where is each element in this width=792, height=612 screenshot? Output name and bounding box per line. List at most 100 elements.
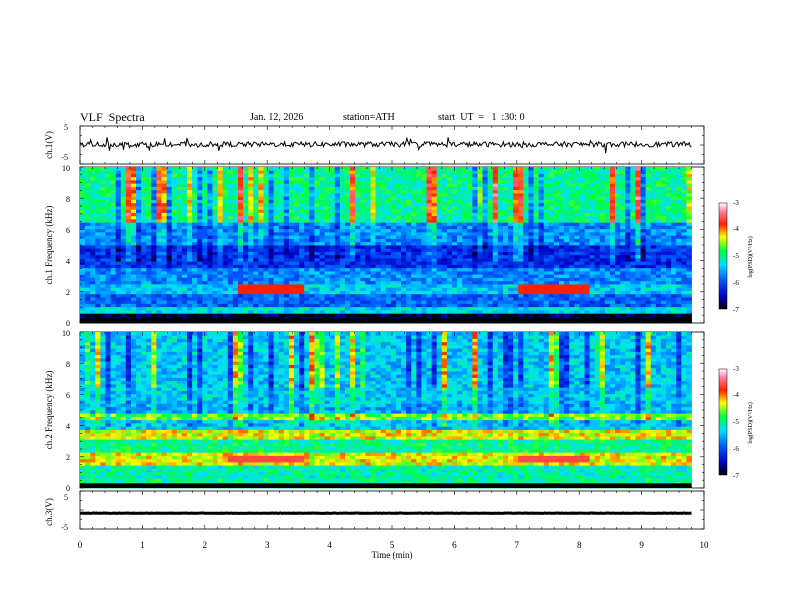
spectrogram-cell — [426, 245, 433, 249]
spectrogram-cell — [314, 261, 320, 265]
spectrogram-cell — [334, 202, 341, 207]
spectrogram-cell — [350, 222, 356, 226]
spectrogram-cell — [513, 193, 519, 197]
spectrogram-cell — [227, 264, 234, 269]
spectrogram-cell — [314, 206, 320, 210]
spectrogram-cell — [197, 180, 203, 184]
spectrogram-cell — [217, 245, 224, 249]
spectrogram-cell — [232, 287, 239, 291]
spectrogram-cell — [579, 202, 585, 207]
spectrogram-cell — [538, 251, 545, 256]
spectrogram-cell — [502, 254, 509, 259]
spectrogram-cell — [482, 215, 489, 220]
spectrogram-cell — [110, 264, 117, 269]
spectrogram-cell — [324, 167, 331, 171]
spectrogram-cell — [421, 303, 427, 308]
spectrogram-cell — [248, 189, 254, 194]
spectrogram-cell — [166, 303, 173, 308]
spectrogram-cell — [548, 264, 555, 269]
spectrogram-cell — [197, 303, 203, 308]
spectrogram-cell — [360, 290, 366, 295]
spectrogram-cell — [462, 228, 468, 233]
spectrogram-cell — [85, 261, 91, 265]
spectrogram-cell — [487, 241, 494, 246]
spectrogram-cell — [222, 241, 229, 246]
spectrogram-cell — [334, 313, 341, 317]
spectrogram-cell — [141, 284, 147, 288]
spectrogram-cell — [599, 245, 606, 249]
spectrogram-cell — [151, 173, 157, 178]
spectrogram-cell — [431, 170, 438, 174]
spectrogram-cell — [100, 284, 106, 288]
spectrogram-cell — [268, 245, 275, 249]
spectrogram-cell — [487, 238, 494, 243]
spectrogram-cell — [110, 258, 117, 262]
spectrogram-cell — [80, 199, 86, 204]
spectrogram-cell — [232, 251, 239, 256]
spectrogram-cell — [181, 251, 188, 256]
spectrogram-cell — [487, 222, 494, 226]
spectrogram-cell — [115, 258, 122, 262]
spectrogram-cell — [395, 251, 402, 256]
spectrogram-cell — [426, 293, 433, 298]
spectrogram-cell — [508, 238, 514, 243]
spectrogram-cell — [467, 186, 473, 191]
spectrogram-cell — [426, 277, 433, 282]
spectrogram-cell — [492, 235, 499, 239]
spectrogram-cell — [589, 222, 596, 226]
spectrogram-cell — [518, 264, 524, 269]
spectrogram-cell — [599, 254, 606, 259]
spectrogram-cell — [452, 196, 458, 200]
spectrogram-cell — [513, 280, 519, 285]
spectrogram-cell — [237, 232, 244, 236]
spectrogram-cell — [115, 176, 122, 181]
spectrogram-cell — [457, 297, 463, 301]
spectrogram-cell — [232, 219, 239, 223]
spectrogram-cell — [441, 251, 448, 256]
spectrogram-cell — [197, 310, 203, 314]
spectrogram-cell — [487, 219, 494, 223]
spectrogram-cell — [334, 189, 341, 194]
spectrogram-cell — [604, 280, 611, 285]
spectrogram-cell — [457, 176, 463, 181]
spectrogram-cell — [482, 258, 489, 262]
spectrogram-cell — [579, 228, 585, 233]
spectrogram-cell — [390, 222, 397, 226]
spectrogram-cell — [181, 196, 188, 200]
spectrogram-cell — [355, 274, 361, 278]
spectrogram-cell — [156, 245, 162, 249]
spectrogram-cell — [548, 310, 555, 314]
spectrogram-cell — [120, 303, 127, 308]
spectrogram-cell — [278, 293, 285, 298]
spectrogram-cell — [564, 225, 570, 230]
spectrogram-cell — [584, 193, 590, 197]
spectrogram-cell — [217, 173, 224, 178]
spectrogram-cell — [156, 228, 162, 233]
spectrogram-cell — [192, 219, 198, 223]
spectrogram-cell — [344, 245, 351, 249]
spectrogram-cell — [283, 290, 290, 295]
spectrogram-cell — [528, 277, 534, 282]
spectrogram-cell — [553, 209, 560, 213]
spectrogram-cell — [350, 238, 356, 243]
spectrogram-cell — [248, 180, 254, 184]
spectrogram-cell — [319, 206, 326, 210]
spectrogram-cell — [594, 251, 601, 256]
spectrogram-cell — [212, 167, 218, 171]
spectrogram-cell — [85, 222, 91, 226]
spectrogram-cell — [171, 254, 178, 259]
spectrogram-cell — [141, 267, 147, 272]
spectrogram-cell — [253, 225, 259, 230]
spectrogram-cell — [105, 222, 111, 226]
spectrogram-cell — [283, 313, 290, 317]
spectrogram-cell — [120, 186, 127, 191]
spectrogram-cell — [314, 277, 320, 282]
spectrogram-cell — [90, 280, 96, 285]
spectrogram-cell — [579, 232, 585, 236]
spectrogram-cell — [136, 284, 142, 288]
spectrogram-cell — [130, 310, 137, 314]
spectrogram-cell — [355, 310, 361, 314]
spectrogram-cell — [584, 232, 590, 236]
spectrogram-cell — [594, 196, 601, 200]
spectrogram-cell — [426, 222, 433, 226]
